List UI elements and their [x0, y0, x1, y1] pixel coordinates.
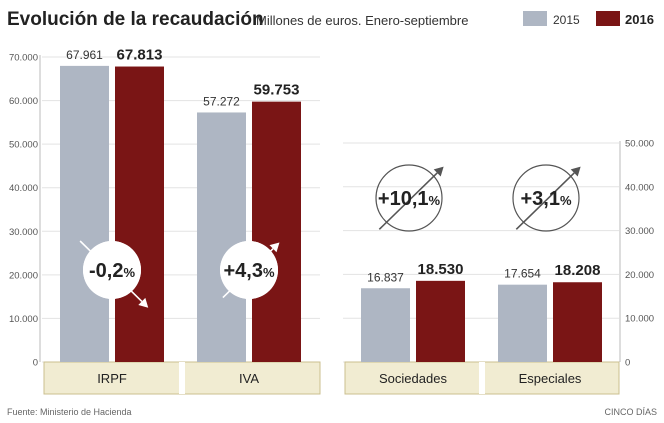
change-value-iva: +4,3%: [223, 260, 274, 282]
change-arrow-head-sociedades: [433, 166, 444, 177]
change-circle-fill-irpf: [83, 241, 141, 299]
legend: 2015 2016: [523, 11, 654, 27]
change-circle-sociedades: [375, 164, 443, 232]
y-tick-label-1-0: 0: [625, 358, 630, 369]
change-arrow-head-iva: [269, 242, 280, 253]
legend-swatch-2015: [523, 11, 547, 26]
y-tick-label-0-1: 10.000: [9, 314, 38, 325]
change-circle-especiales: [512, 164, 580, 232]
bar-irpf-2016: [115, 66, 164, 363]
chart-title: Evolución de la recaudación: [7, 9, 264, 30]
y-tick-label-0-6: 60.000: [9, 96, 38, 107]
legend-label-2015: 2015: [553, 13, 580, 27]
change-circle-fill-iva: [220, 241, 278, 299]
change-badge-iva: +4,3%: [220, 241, 280, 299]
change-badge-sociedades: +10,1%: [375, 164, 444, 232]
change-arrow-shaft-sociedades: [378, 172, 438, 230]
change-arrow-head-especiales: [570, 166, 581, 177]
y-tick-label-0-0: 0: [33, 358, 38, 369]
change-badge-especiales: +3,1%: [512, 164, 581, 232]
y-tick-label-0-2: 20.000: [9, 270, 38, 281]
category-label-especiales: Especiales: [519, 371, 582, 386]
bar-sociedades-2016: [416, 280, 465, 362]
change-value-especiales: +3,1%: [520, 188, 571, 210]
y-tick-label-0-3: 30.000: [9, 227, 38, 238]
value-label-irpf-2015: 67.961: [66, 48, 103, 62]
y-tick-label-0-5: 50.000: [9, 140, 38, 151]
y-tick-label-1-1: 10.000: [625, 314, 654, 325]
value-label-especiales-2016: 18.208: [555, 262, 601, 279]
value-label-iva-2015: 57.272: [203, 94, 240, 108]
y-tick-label-1-5: 50.000: [625, 139, 654, 150]
bar-especiales-2016: [553, 282, 602, 362]
change-arrow-head-irpf: [138, 297, 149, 308]
credit-note: CINCO DÍAS: [604, 407, 657, 417]
y-tick-label-1-3: 30.000: [625, 226, 654, 237]
category-label-irpf: IRPF: [97, 371, 127, 386]
change-badge-irpf: -0,2%: [79, 240, 149, 308]
value-label-especiales-2015: 17.654: [504, 267, 541, 281]
y-tick-label-0-4: 40.000: [9, 183, 38, 194]
chart-subtitle: Millones de euros. Enero-septiembre: [256, 13, 468, 28]
value-label-iva-2016: 59.753: [254, 82, 300, 99]
value-label-sociedades-2015: 16.837: [367, 270, 404, 284]
value-label-sociedades-2016: 18.530: [418, 261, 464, 278]
category-label-sociedades: Sociedades: [379, 371, 447, 386]
change-value-irpf: -0,2%: [89, 260, 135, 282]
bar-irpf-2015: [60, 65, 109, 362]
bar-sociedades-2015: [361, 288, 410, 362]
bar-iva-2016: [252, 101, 301, 362]
change-value-sociedades: +10,1%: [378, 188, 441, 210]
plot-area: 0 10.000 20.000 30.000 40.000 50.000 60.000 70.…: [9, 47, 654, 395]
value-label-irpf-2016: 67.813: [117, 47, 163, 64]
y-tick-label-1-2: 20.000: [625, 270, 654, 281]
change-arrow-shaft-especiales: [515, 172, 575, 230]
category-label-iva: IVA: [239, 371, 259, 386]
legend-label-2016: 2016: [625, 12, 654, 27]
y-tick-label-0-7: 70.000: [9, 53, 38, 64]
source-note: Fuente: Ministerio de Hacienda: [7, 407, 132, 417]
bar-iva-2015: [197, 112, 246, 362]
bar-especiales-2015: [498, 284, 547, 362]
y-tick-label-1-4: 40.000: [625, 182, 654, 193]
legend-swatch-2016: [596, 11, 620, 26]
